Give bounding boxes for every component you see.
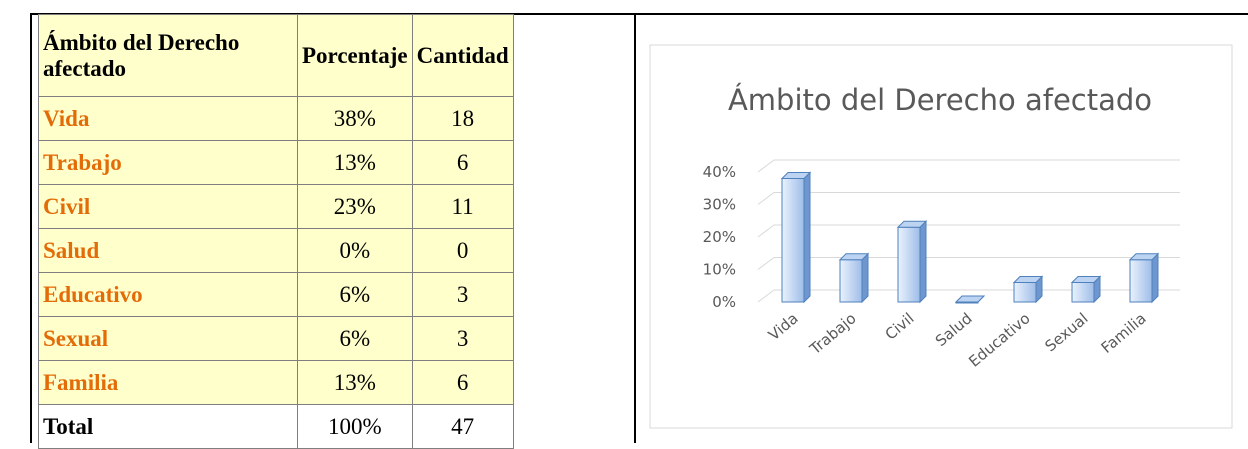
table: Ámbito del Derecho afectado Porcentaje Can… xyxy=(38,14,514,449)
bar xyxy=(1012,275,1044,304)
grid-line xyxy=(757,159,1180,173)
grid-line xyxy=(757,257,1180,270)
y-tick-label: 20% xyxy=(703,228,736,246)
table-cell: 6% xyxy=(297,316,413,361)
grid-line xyxy=(757,224,1180,238)
bar-top xyxy=(838,253,870,261)
y-tick-label: 0% xyxy=(712,293,736,311)
bar xyxy=(1128,252,1160,304)
table-cell: Educativo xyxy=(38,272,298,317)
table-cell: 13% xyxy=(297,360,413,405)
grid-line xyxy=(757,192,1180,205)
table-cell: 11 xyxy=(411,184,514,229)
table-row: Educativo 6% 3 xyxy=(38,272,514,317)
bar-top xyxy=(1070,276,1102,283)
bar xyxy=(896,220,928,304)
bar-top xyxy=(780,172,812,179)
table-cell: 0% xyxy=(297,228,413,273)
table-cell: 23% xyxy=(297,184,413,229)
y-tick-label: 30% xyxy=(703,196,736,214)
bar-side xyxy=(803,171,811,304)
bar-side xyxy=(861,252,869,304)
table-cell: Familia xyxy=(38,360,298,405)
bar-side xyxy=(1151,252,1159,304)
bar xyxy=(954,295,986,304)
bar-side xyxy=(919,220,927,304)
bar xyxy=(780,171,812,304)
table-cell: 38% xyxy=(297,96,413,141)
table-cell: 6% xyxy=(297,272,413,317)
table-row: Ámbito del Derecho afectado Porcentaje Can… xyxy=(38,14,514,97)
bar-front xyxy=(839,259,863,303)
bar-top xyxy=(1012,276,1044,283)
middle-rule xyxy=(634,14,636,443)
chart-frame xyxy=(649,44,1233,429)
table-cell: 47 xyxy=(411,404,514,449)
table-cell: Salud xyxy=(38,228,298,273)
bar-front xyxy=(1129,259,1153,303)
table-cell: 3 xyxy=(411,316,514,361)
table-row: Total 100% 47 xyxy=(38,404,514,449)
bar-front xyxy=(1071,282,1095,303)
bar-front xyxy=(1013,282,1037,303)
table-cell: Trabajo xyxy=(38,140,298,185)
table-cell: 100% xyxy=(297,404,413,449)
table-row: Sexual 6% 3 xyxy=(38,316,514,361)
bar-top xyxy=(1128,253,1160,261)
y-tick-label: 10% xyxy=(703,261,736,279)
left-rule xyxy=(30,14,32,443)
y-tick-label: 40% xyxy=(703,163,736,181)
table-cell: 18 xyxy=(411,96,514,141)
bar-front xyxy=(897,226,921,303)
table-row: Trabajo 13% 6 xyxy=(38,140,514,185)
bar xyxy=(838,252,870,304)
table-cell: Ámbito del Derecho afectado xyxy=(38,14,298,97)
table-cell: 6 xyxy=(411,360,514,405)
table-cell: 13% xyxy=(297,140,413,185)
table-cell: Total xyxy=(38,404,298,449)
top-rule xyxy=(30,13,1248,15)
table-row: Salud 0% 0 xyxy=(38,228,514,273)
bar-top xyxy=(896,220,928,228)
table-cell: Porcentaje xyxy=(297,14,413,97)
table-cell: 6 xyxy=(411,140,514,185)
table-cell: Civil xyxy=(38,184,298,229)
bar-top xyxy=(954,295,986,303)
chart-title: Ámbito del Derecho afectado xyxy=(728,83,1152,117)
table-cell: Sexual xyxy=(38,316,298,361)
bar-front xyxy=(781,178,805,303)
table-row: Civil 23% 11 xyxy=(38,184,514,229)
table-cell: Cantidad xyxy=(411,14,514,97)
table-row: Familia 13% 6 xyxy=(38,360,514,405)
bar xyxy=(1070,275,1102,304)
grid-line xyxy=(757,289,1180,303)
